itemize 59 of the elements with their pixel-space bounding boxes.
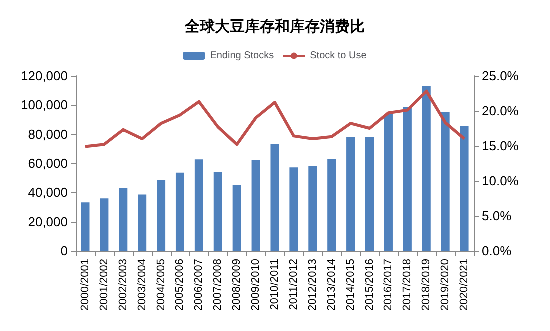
x-tick-label: 2015/2016 bbox=[364, 259, 376, 311]
x-tick-label: 2020/2021 bbox=[458, 259, 471, 311]
y-tick-label: 20,000 bbox=[28, 214, 68, 230]
y2-tick-label: 15.0% bbox=[482, 138, 520, 154]
x-tick-label: 2016/2017 bbox=[382, 259, 395, 311]
bar bbox=[252, 160, 260, 251]
x-tick-label: 2007/2008 bbox=[212, 259, 224, 311]
x-tick-label: 2013/2014 bbox=[326, 259, 338, 311]
bar bbox=[366, 137, 374, 251]
x-tick-label: 2000/2001 bbox=[79, 259, 92, 311]
x-tick-label: 2018/2019 bbox=[420, 259, 433, 311]
y2-tick-label: 5.0% bbox=[482, 208, 512, 224]
x-tick-label: 2002/2003 bbox=[117, 259, 130, 311]
bar bbox=[403, 107, 412, 251]
x-tick-label: 2017/2018 bbox=[402, 259, 414, 311]
bar bbox=[119, 188, 128, 251]
x-tick-label: 2010/2011 bbox=[269, 259, 281, 310]
y-tick-label: 40,000 bbox=[28, 185, 68, 200]
bar bbox=[194, 160, 204, 251]
bar bbox=[328, 158, 336, 251]
x-tick-label: 2005/2006 bbox=[174, 259, 186, 311]
x-tick-label: 2001/2002 bbox=[98, 259, 110, 311]
bar bbox=[81, 202, 90, 251]
bar bbox=[441, 112, 450, 251]
y2-tick-label: 20.0% bbox=[482, 104, 520, 118]
x-tick-label: 2008/2009 bbox=[231, 259, 244, 311]
bar bbox=[308, 166, 318, 251]
bar bbox=[176, 172, 184, 251]
bar bbox=[232, 185, 242, 251]
bar bbox=[270, 144, 280, 251]
x-tick-label: 2011/2012 bbox=[288, 259, 300, 310]
bar bbox=[460, 126, 469, 251]
bar bbox=[214, 172, 222, 251]
x-tick-label: 2009/2010 bbox=[250, 259, 262, 311]
x-tick-label: 2006/2007 bbox=[193, 259, 206, 311]
bar bbox=[157, 180, 166, 251]
legend-label: Ending Stocks bbox=[210, 50, 274, 62]
y2-tick-label: 10.0% bbox=[482, 174, 520, 188]
y2-tick-label: 0.0% bbox=[482, 244, 512, 258]
bar bbox=[346, 137, 356, 251]
y-tick-label: 100,000 bbox=[21, 98, 68, 113]
legend-label: Stock to Use bbox=[310, 50, 368, 62]
bar bbox=[384, 114, 393, 251]
chart-title: 全球大豆库存和库存消费比 bbox=[184, 18, 365, 36]
x-tick-label: 2004/2005 bbox=[155, 259, 168, 311]
x-tick-label: 2014/2015 bbox=[344, 259, 357, 311]
line-series bbox=[84, 90, 466, 148]
bar bbox=[138, 194, 147, 251]
bar bbox=[290, 168, 298, 251]
y-tick-label: 60,000 bbox=[28, 156, 68, 171]
y-tick-label: 0 bbox=[60, 244, 68, 258]
y2-tick-label: 25.0% bbox=[482, 68, 520, 84]
bar bbox=[422, 86, 431, 251]
x-tick-label: 2019/2020 bbox=[440, 259, 452, 311]
y-tick-label: 80,000 bbox=[28, 126, 68, 142]
x-tick-label: 2012/2013 bbox=[306, 259, 319, 311]
y-tick-label: 120,000 bbox=[21, 68, 68, 84]
x-tick-label: 2003/2004 bbox=[136, 259, 148, 311]
bar bbox=[100, 198, 109, 251]
